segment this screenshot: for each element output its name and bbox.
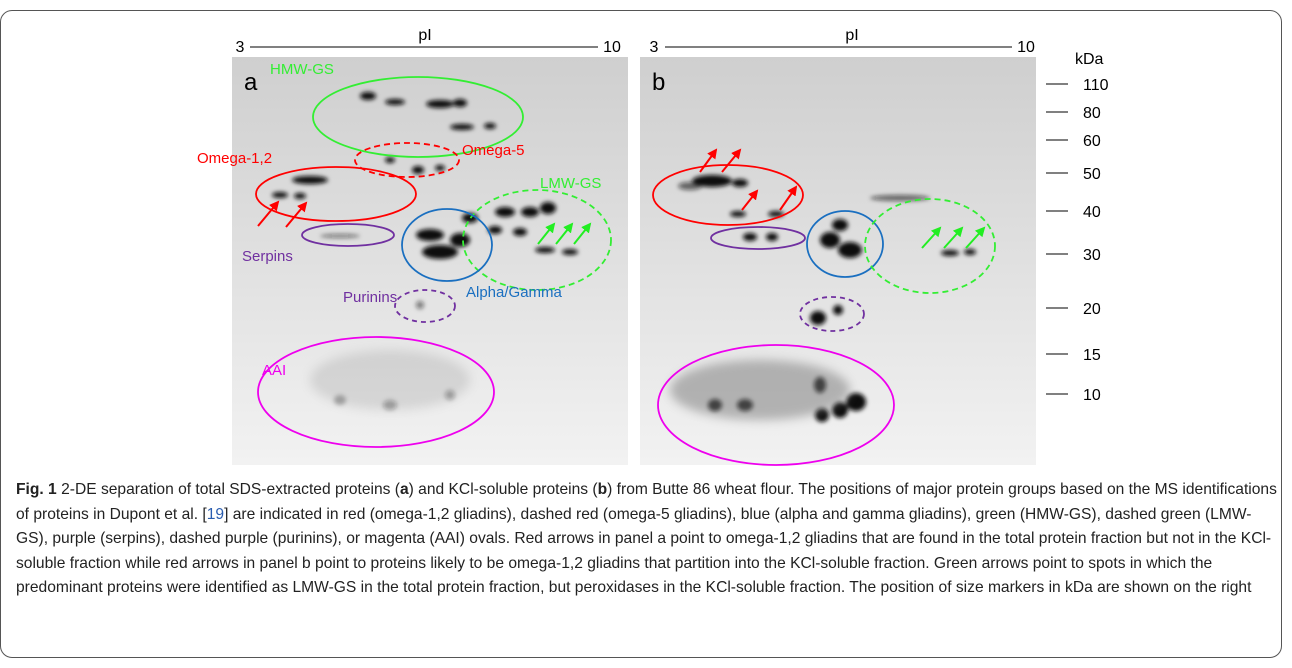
caption-text: b <box>598 481 608 498</box>
caption: Fig. 1 2-DE separation of total SDS-extr… <box>16 478 1278 601</box>
label: Serpins <box>242 248 293 265</box>
panel-label: b <box>652 69 665 96</box>
kda-label: 40 <box>1083 204 1101 221</box>
pi-low: 3 <box>650 39 659 56</box>
panel-label: a <box>244 69 258 96</box>
kda-label: 50 <box>1083 166 1101 183</box>
kda-label: 20 <box>1083 301 1101 318</box>
kda-label: 10 <box>1083 387 1101 404</box>
label: LMW-GS <box>540 175 601 192</box>
page: 3 pI 10 3 pI 10 a b HMW-GS Omega-1,2 Ome… <box>0 0 1292 668</box>
kda-label: 30 <box>1083 247 1101 264</box>
caption-text: ) and KCl-soluble proteins ( <box>409 481 598 498</box>
kda-label: 15 <box>1083 347 1101 364</box>
figure-image: 3 pI 10 3 pI 10 a b HMW-GS Omega-1,2 Ome… <box>0 0 1292 470</box>
kda-axis: kDa <box>1075 51 1104 68</box>
pi-title: pI <box>418 27 431 44</box>
kda-label: 80 <box>1083 105 1101 122</box>
label: Alpha/Gamma <box>466 284 563 301</box>
caption-text: a <box>400 481 409 498</box>
label: Omega-5 <box>462 142 525 159</box>
caption-label: Fig. 1 <box>16 481 57 498</box>
label: Purinins <box>343 289 397 306</box>
caption-text: 2-DE separation of total SDS-extracted p… <box>61 481 400 498</box>
label: AAI <box>262 362 286 379</box>
kda-label: 60 <box>1083 133 1101 150</box>
reference-link[interactable]: 19 <box>207 506 224 523</box>
pi-axis-b: 3 pI 10 <box>650 27 1035 56</box>
kda-label: 110 <box>1083 77 1109 94</box>
label: HMW-GS <box>270 61 334 78</box>
pi-axis-a: 3 pI 10 <box>236 27 621 56</box>
kda-markers: 110 80 60 50 40 30 20 15 10 <box>1046 77 1109 404</box>
pi-high: 10 <box>603 39 621 56</box>
pi-low: 3 <box>236 39 245 56</box>
pi-high: 10 <box>1017 39 1035 56</box>
label: Omega-1,2 <box>197 150 272 167</box>
pi-title: pI <box>845 27 858 44</box>
kda-title: kDa <box>1075 51 1104 68</box>
